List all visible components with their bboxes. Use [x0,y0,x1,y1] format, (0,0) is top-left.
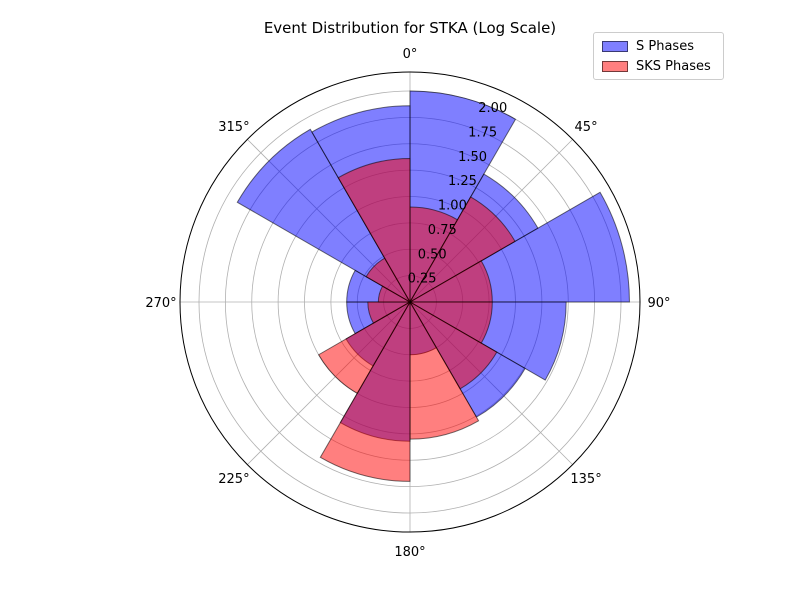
legend-label-sks: SKS Phases [636,59,711,74]
angle-tick-label-45: 45° [575,120,598,135]
angle-tick-label-270: 270° [145,296,176,311]
chart-title: Event Distribution for STKA (Log Scale) [264,19,556,37]
bar-sks-180 [319,300,411,482]
radial-tick-label-1: 0.50 [418,247,447,262]
radial-tick-label-2: 0.75 [428,223,457,238]
legend-swatch-s [602,41,628,52]
radial-tick-label-7: 2.00 [478,101,507,116]
legend-item-s: S Phases [602,39,694,54]
legend-swatch-sks [602,61,628,72]
bar-sks-240 [367,301,412,324]
legend-label-s: S Phases [636,39,694,54]
angle-tick-label-0: 0° [403,47,418,62]
angle-tick-label-135: 135° [570,472,601,487]
radial-tick-label-5: 1.50 [458,150,487,165]
bar-s-300 [236,128,412,304]
tick-labels: 0° 45° 90° 135° 180° 225° 270° 315° 0.25 0.50 0.75… [145,47,670,560]
bars-layer [236,90,630,482]
radial-tick-label-0: 0.25 [408,272,437,287]
radial-tick-label-4: 1.25 [448,174,477,189]
angle-tick-label-225: 225° [218,472,249,487]
polar-frame [179,71,641,533]
legend-item-sks: SKS Phases [602,59,711,74]
bar-sks-30 [408,196,516,304]
angle-tick-label-90: 90° [647,296,670,311]
radial-tick-label-6: 1.75 [468,125,497,140]
angle-tick-label-180: 180° [394,545,425,560]
legend: S Phases SKS Phases [593,32,724,80]
angle-tick-label-315: 315° [218,120,249,135]
bar-sks-330 [337,158,411,304]
radial-tick-label-3: 1.00 [438,199,467,214]
bar-sks-210 [317,300,412,395]
